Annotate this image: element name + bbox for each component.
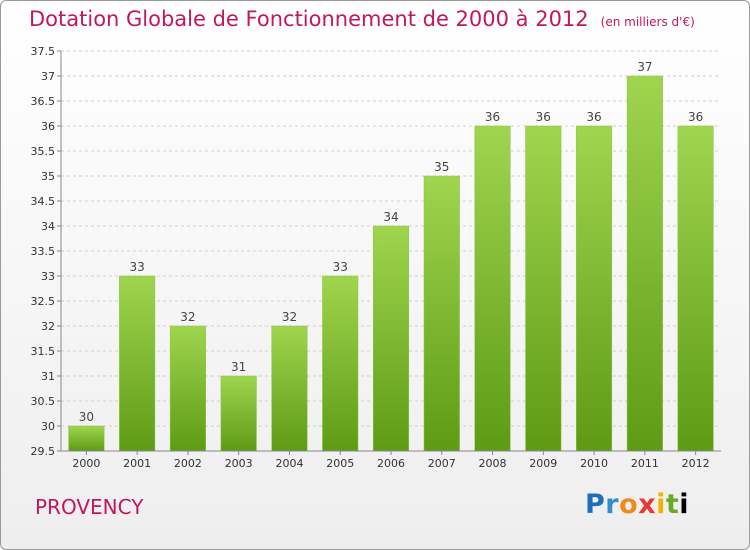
x-tick-label: 2004: [275, 457, 303, 470]
bar-2008: [474, 125, 511, 452]
y-tick-label: 29.5: [31, 445, 56, 458]
chart-title-text: Dotation Globale de Fonctionnement de 20…: [29, 7, 589, 31]
y-tick-label: 36: [41, 120, 55, 133]
y-tick-label: 36.5: [31, 95, 56, 108]
x-tick-label: 2006: [377, 457, 405, 470]
data-label: 36: [485, 110, 500, 124]
y-tick-label: 31.5: [31, 345, 56, 358]
y-tick-label: 37.5: [31, 45, 56, 58]
data-label: 32: [180, 310, 195, 324]
y-tick-label: 30.5: [31, 395, 56, 408]
bar-2011: [626, 75, 663, 452]
y-tick-label: 34: [41, 220, 55, 233]
x-tick-label: 2011: [631, 457, 659, 470]
data-label: 33: [130, 260, 145, 274]
y-tick-label: 32.5: [31, 295, 56, 308]
bar-2001: [119, 275, 156, 452]
x-tick-label: 2007: [428, 457, 456, 470]
data-label: 36: [536, 110, 551, 124]
y-tick-label: 35: [41, 170, 55, 183]
proxiti-logo: Proxiti: [585, 489, 690, 520]
data-label: 34: [383, 210, 398, 224]
x-tick-label: 2008: [479, 457, 507, 470]
chart-subtitle: (en milliers d'€): [600, 15, 695, 29]
x-tick-label: 2003: [225, 457, 253, 470]
bar-2004: [271, 325, 308, 452]
y-tick-label: 32: [41, 320, 55, 333]
bar-chart: 30 33 32 31 32 33 34 35 36 36 36 37 36 29.5 30 30.5 31 3…: [31, 45, 721, 470]
chart-title: Dotation Globale de Fonctionnement de 20…: [29, 7, 695, 31]
commune-name: PROVENCY: [35, 495, 144, 519]
x-tick-label: 2002: [174, 457, 202, 470]
data-label: 30: [79, 410, 94, 424]
data-label: 33: [333, 260, 348, 274]
bar-2005: [322, 275, 359, 452]
data-label: 31: [231, 360, 246, 374]
bar-2003: [220, 375, 257, 452]
y-tick-label: 30: [41, 420, 55, 433]
bar-2006: [372, 225, 410, 452]
y-tick-label: 35.5: [31, 145, 56, 158]
bar-2009: [525, 125, 562, 452]
x-tick-label: 2005: [326, 457, 354, 470]
bar-2010: [576, 125, 613, 452]
data-label: 37: [637, 60, 652, 74]
y-tick-label: 37: [41, 70, 55, 83]
data-label: 36: [586, 110, 601, 124]
x-tick-label: 2010: [580, 457, 608, 470]
y-tick-label: 31: [41, 370, 55, 383]
bar-2012: [677, 125, 714, 452]
bar-2007: [423, 175, 460, 452]
data-label: 32: [282, 310, 297, 324]
y-tick-label: 34.5: [31, 195, 56, 208]
bar-2002: [169, 325, 206, 452]
x-tick-label: 2000: [72, 457, 100, 470]
bar-2000: [68, 425, 105, 452]
x-tick-label: 2012: [682, 457, 710, 470]
x-tick-label: 2009: [529, 457, 557, 470]
y-tick-label: 33: [41, 270, 55, 283]
y-tick-label: 33.5: [31, 245, 56, 258]
data-label: 35: [434, 160, 449, 174]
x-tick-label: 2001: [123, 457, 151, 470]
data-label: 36: [688, 110, 703, 124]
